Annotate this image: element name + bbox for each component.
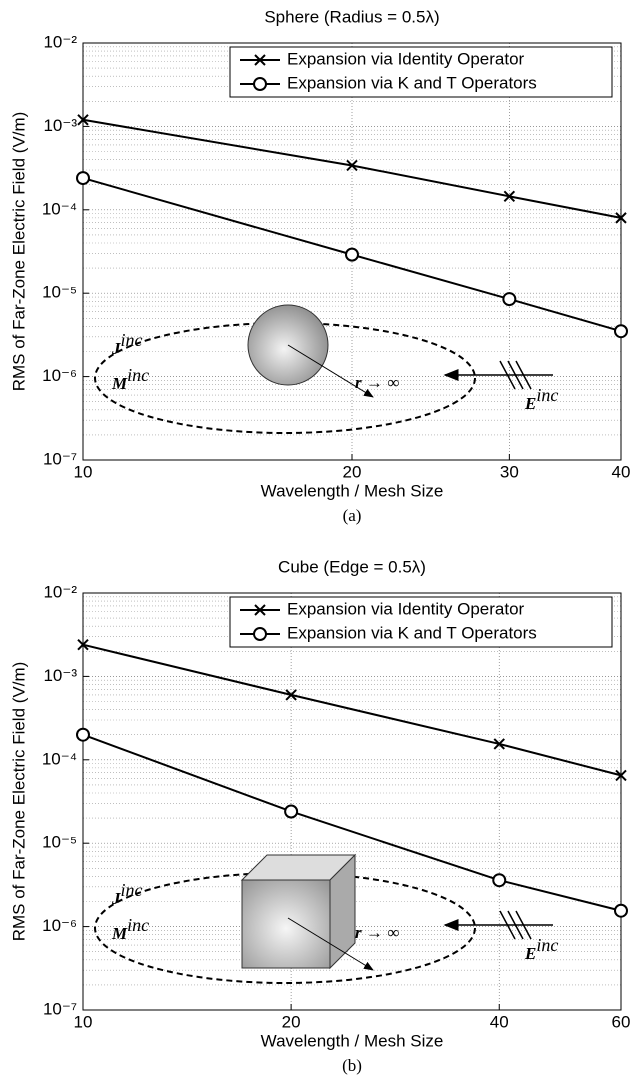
marker bbox=[614, 903, 628, 918]
y-tick-label: 10⁻⁴ bbox=[42, 199, 77, 218]
annotation: Minc bbox=[111, 365, 149, 393]
annotation-main: M bbox=[111, 374, 128, 393]
marker bbox=[503, 190, 516, 203]
y-tick-label: 10⁻² bbox=[43, 582, 77, 601]
x-tick-label: 10 bbox=[74, 462, 93, 481]
legend-box bbox=[229, 596, 613, 648]
marker bbox=[493, 738, 505, 750]
x-tick-label: 40 bbox=[490, 1012, 509, 1031]
annotation-main: M bbox=[111, 924, 128, 943]
marker bbox=[76, 171, 90, 186]
chart-title: Cube (Edge = 0.5λ) bbox=[278, 557, 426, 576]
marker bbox=[614, 324, 628, 339]
marker bbox=[346, 159, 358, 172]
caption: (b) bbox=[342, 1056, 362, 1075]
annotation: r → ∞ bbox=[355, 923, 399, 942]
marker bbox=[345, 247, 359, 262]
x-tick-label: 40 bbox=[612, 462, 631, 481]
x-axis-label: Wavelength / Mesh Size bbox=[261, 481, 444, 500]
annotation-main: r → ∞ bbox=[355, 923, 399, 942]
plot-frame bbox=[82, 42, 622, 461]
series-line bbox=[82, 733, 622, 912]
legend-label: Expansion via K and T Operators bbox=[287, 623, 537, 642]
legend-marker bbox=[254, 54, 266, 66]
y-tick-label: 10⁻⁷ bbox=[43, 449, 77, 468]
polarization-mark bbox=[507, 910, 524, 940]
annotation-main: r → ∞ bbox=[355, 373, 399, 392]
series-line bbox=[82, 643, 622, 777]
x-axis-label: Wavelength / Mesh Size bbox=[261, 1031, 444, 1050]
y-tick-label: 10⁻² bbox=[43, 32, 77, 51]
radius-arrow bbox=[287, 917, 374, 971]
marker bbox=[77, 114, 89, 126]
marker bbox=[285, 689, 297, 701]
x-tick-label: 20 bbox=[343, 462, 362, 481]
series-line bbox=[82, 118, 622, 219]
annotation: r → ∞ bbox=[355, 373, 399, 392]
y-tick-label: 10⁻⁵ bbox=[42, 833, 77, 852]
annotation-main: J bbox=[111, 889, 121, 908]
legend-label: Expansion via Identity Operator bbox=[287, 49, 525, 68]
legend-label: Expansion via Identity Operator bbox=[287, 599, 525, 618]
cube-front bbox=[241, 879, 331, 969]
annotation-main: E bbox=[524, 394, 536, 413]
marker bbox=[615, 769, 627, 782]
y-tick-label: 10⁻⁶ bbox=[42, 916, 77, 935]
y-tick-label: 10⁻⁶ bbox=[42, 366, 77, 385]
y-tick-label: 10⁻⁵ bbox=[42, 283, 77, 302]
y-axis-label: RMS of Far-Zone Electric Field (V/m) bbox=[9, 112, 28, 392]
y-tick-label: 10⁻³ bbox=[43, 116, 77, 135]
legend-marker bbox=[253, 77, 267, 91]
annotation: Jinc bbox=[111, 880, 143, 908]
plot-frame bbox=[82, 592, 622, 1011]
legend-label: Expansion via K and T Operators bbox=[287, 73, 537, 92]
marker bbox=[284, 804, 299, 819]
marker bbox=[492, 873, 507, 888]
y-tick-label: 10⁻⁷ bbox=[43, 999, 77, 1018]
legend-marker bbox=[254, 604, 266, 616]
radius-arrow bbox=[287, 344, 374, 398]
marker bbox=[615, 212, 627, 224]
annotation-sup: inc bbox=[121, 330, 143, 350]
annotation-sup: inc bbox=[536, 385, 558, 405]
y-tick-label: 10⁻³ bbox=[43, 666, 77, 685]
polarization-mark bbox=[507, 360, 524, 390]
annotation-main: E bbox=[524, 944, 536, 963]
legend-box bbox=[229, 46, 613, 98]
annotation: Einc bbox=[524, 385, 558, 413]
caption: (a) bbox=[343, 506, 362, 525]
chart-title: Sphere (Radius = 0.5λ) bbox=[264, 7, 439, 26]
x-tick-label: 60 bbox=[612, 1012, 631, 1031]
y-tick-label: 10⁻⁴ bbox=[42, 749, 77, 768]
series-line bbox=[82, 177, 622, 333]
marker bbox=[76, 727, 90, 742]
y-axis-label: RMS of Far-Zone Electric Field (V/m) bbox=[9, 662, 28, 942]
x-tick-label: 30 bbox=[500, 462, 519, 481]
annotation-sup: inc bbox=[121, 880, 143, 900]
annotation: Einc bbox=[524, 935, 558, 963]
annotation: Jinc bbox=[111, 330, 143, 358]
legend-marker bbox=[253, 627, 267, 641]
marker bbox=[77, 638, 89, 651]
polarization-mark bbox=[499, 360, 516, 390]
annotation: Minc bbox=[111, 915, 149, 943]
polarization-mark bbox=[499, 910, 516, 940]
polarization-mark bbox=[515, 360, 532, 390]
x-tick-label: 10 bbox=[74, 1012, 93, 1031]
x-tick-label: 20 bbox=[282, 1012, 301, 1031]
marker bbox=[502, 292, 517, 307]
annotation-sup: inc bbox=[127, 365, 149, 385]
annotation-sup: inc bbox=[127, 915, 149, 935]
annotation-sup: inc bbox=[536, 935, 558, 955]
annotation-main: J bbox=[111, 339, 121, 358]
polarization-mark bbox=[515, 910, 532, 940]
